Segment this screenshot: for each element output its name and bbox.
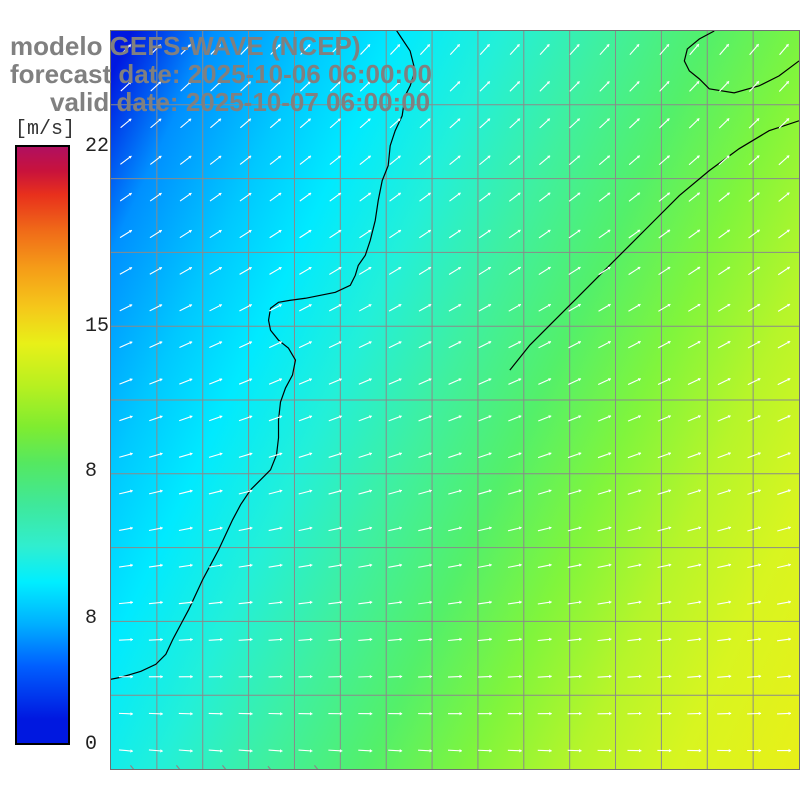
colorbar-unit-label: [m/s] <box>15 118 75 141</box>
wind-map-root: modelo GEFS-WAVE (NCEP) forecast date: 2… <box>0 0 800 800</box>
lon-label-8: 6W <box>481 769 504 770</box>
lon-label-13: 1W <box>711 769 734 770</box>
wind-direction-arrows <box>111 31 799 769</box>
colorbar-tick-8: 8 <box>85 607 97 630</box>
lon-label-10: 4W <box>573 769 596 770</box>
lon-label-5: 9W <box>343 769 366 770</box>
lon-label-0: 14W <box>113 763 141 770</box>
lon-label-1: 13W <box>159 763 187 770</box>
lon-label-3: 11W <box>251 764 278 770</box>
lon-label-2: 12W <box>205 763 233 770</box>
lon-label-12: 2W <box>665 769 688 770</box>
colorbar-tick-15: 8 <box>85 460 97 483</box>
wind-map-canvas[interactable]: 14W 13W 12W 11W 10W 9W 8W 7W 6W 5W 4W 3W… <box>110 30 800 770</box>
colorbar-gradient <box>15 145 70 745</box>
lon-label-11: 3W <box>619 769 642 770</box>
colorbar-tick-22: 15 <box>85 315 109 338</box>
colorbar-container[interactable]: 22 15 8 8 0 <box>15 145 70 745</box>
lon-label-4: 10W <box>297 763 325 770</box>
lon-label-9: 5W <box>527 769 550 770</box>
colorbar-tick-30: 22 <box>85 135 109 158</box>
colorbar-tick-0: 0 <box>85 733 97 756</box>
lon-label-6: 8W <box>389 769 412 770</box>
coastline-and-grid-overlay <box>111 31 799 769</box>
lon-label-7: 7W <box>435 769 458 770</box>
